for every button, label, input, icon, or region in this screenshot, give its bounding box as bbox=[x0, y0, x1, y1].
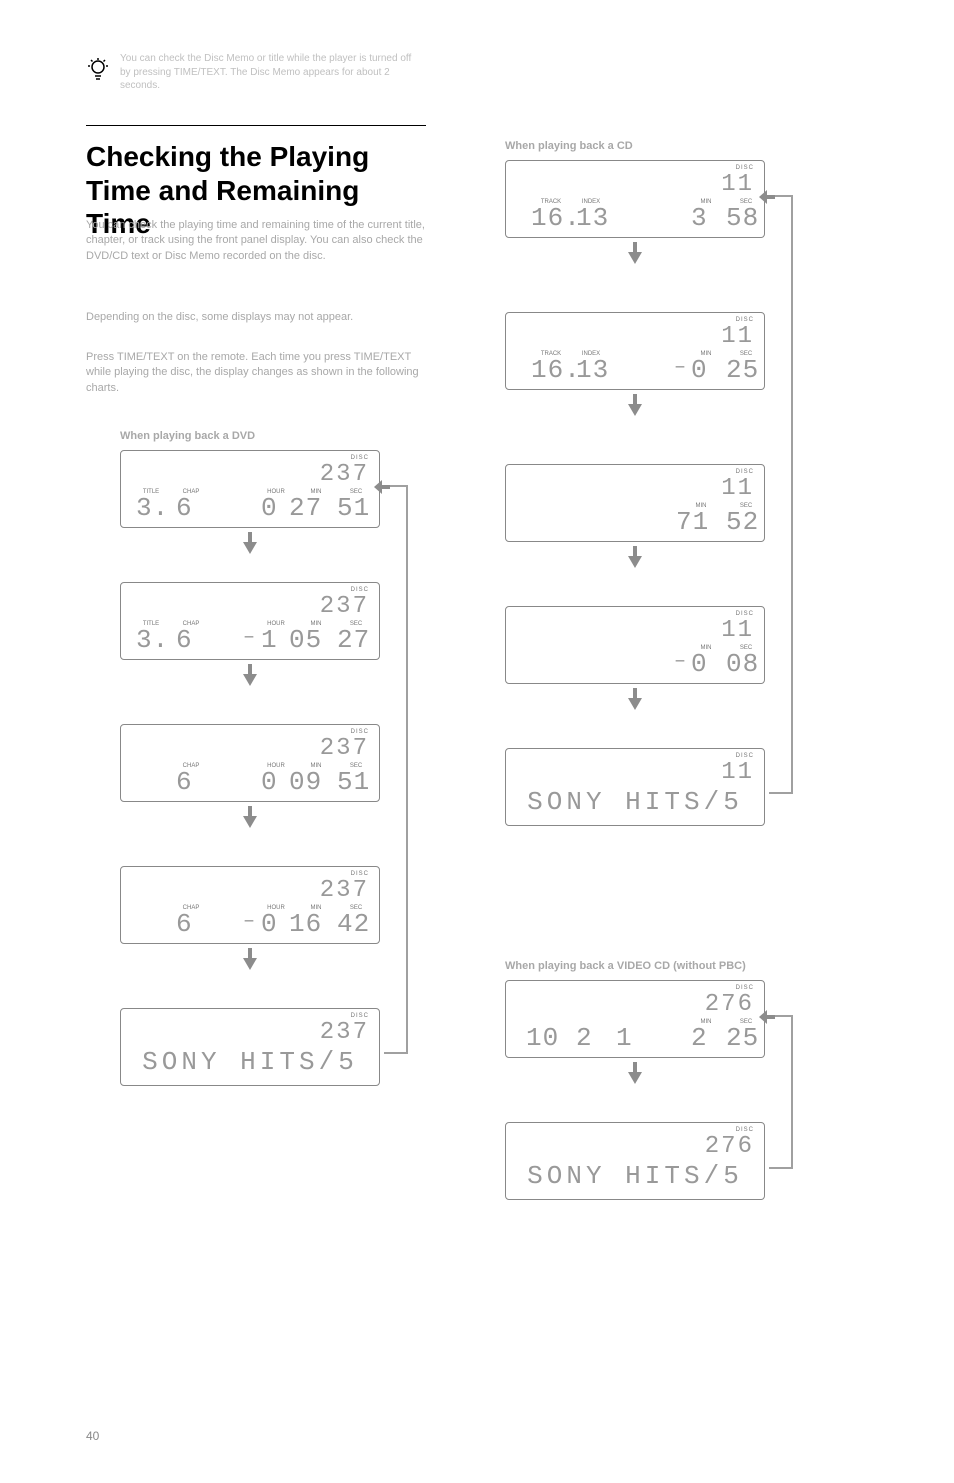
value-min: 71 bbox=[676, 507, 709, 537]
disc-number: 11 bbox=[721, 171, 754, 198]
value-track: 16. bbox=[531, 355, 581, 385]
value-min: 16 bbox=[289, 909, 322, 939]
disc-number: 276 bbox=[705, 1133, 754, 1160]
value-chap: 6 bbox=[176, 493, 193, 523]
disc-number: 237 bbox=[320, 735, 369, 762]
value-sec: 08 bbox=[726, 649, 759, 679]
disc-number: 237 bbox=[320, 461, 369, 488]
left-arrow-icon bbox=[374, 479, 390, 500]
value-sec: 58 bbox=[726, 203, 759, 233]
tip-lightbulb-icon bbox=[86, 56, 110, 85]
value-min: 0 bbox=[691, 355, 708, 385]
value-hour: 0 bbox=[261, 493, 278, 523]
disc-number: 276 bbox=[705, 991, 754, 1018]
minus-sign: – bbox=[674, 356, 686, 379]
value-min: 09 bbox=[289, 767, 322, 797]
disc-number: 11 bbox=[721, 475, 754, 502]
value-1: 10 bbox=[526, 1023, 559, 1053]
value-min: 0 bbox=[691, 649, 708, 679]
disc-number: 11 bbox=[721, 617, 754, 644]
value-index: 13 bbox=[576, 355, 609, 385]
down-arrow-icon bbox=[625, 242, 645, 269]
value-hour: 1 bbox=[261, 625, 278, 655]
dvd-lcd-5: DISC 237 SONY HITS/5 bbox=[120, 1008, 380, 1086]
disc-number: 237 bbox=[320, 877, 369, 904]
value-min: 05 bbox=[289, 625, 322, 655]
value-sec: 51 bbox=[337, 493, 370, 523]
disc-number: 237 bbox=[320, 593, 369, 620]
page-number: 40 bbox=[86, 1429, 99, 1443]
value-hour: 0 bbox=[261, 909, 278, 939]
value-min: 3 bbox=[691, 203, 708, 233]
dvd-lcd-3: DISC 237 CHAP HOUR MIN SEC 6 0 09 51 bbox=[120, 724, 380, 802]
down-arrow-icon bbox=[625, 688, 645, 715]
down-arrow-icon bbox=[240, 806, 260, 833]
paragraph-2: Depending on the disc, some displays may… bbox=[86, 310, 426, 325]
dvd-lcd-4: DISC 237 CHAP HOUR MIN SEC 6 – 0 16 42 bbox=[120, 866, 380, 944]
value-index: 13 bbox=[576, 203, 609, 233]
left-arrow-icon bbox=[759, 189, 775, 210]
vcd-subheading: When playing back a VIDEO CD (without PB… bbox=[505, 960, 746, 972]
value-sec: 27 bbox=[337, 625, 370, 655]
value-hour: 0 bbox=[261, 767, 278, 797]
lcd-text: SONY HITS/5 bbox=[506, 1161, 764, 1191]
left-arrow-icon bbox=[759, 1009, 775, 1030]
lcd-text: SONY HITS/5 bbox=[506, 787, 764, 817]
vcd-lcd-2: DISC 276 SONY HITS/5 bbox=[505, 1122, 765, 1200]
cd-lcd-4: DISC 11 MIN SEC – 0 08 bbox=[505, 606, 765, 684]
cd-lcd-1: DISC 11 TRACK INDEX MIN SEC 16. 13 3 58 bbox=[505, 160, 765, 238]
down-arrow-icon bbox=[240, 532, 260, 559]
minus-sign: – bbox=[674, 650, 686, 673]
value-sec: 25 bbox=[726, 355, 759, 385]
value-min: 27 bbox=[289, 493, 322, 523]
loop-line bbox=[384, 485, 408, 1054]
down-arrow-icon bbox=[625, 394, 645, 421]
down-arrow-icon bbox=[625, 1062, 645, 1089]
value-chap: 6 bbox=[176, 909, 193, 939]
section-rule bbox=[86, 125, 426, 126]
value-sec: 42 bbox=[337, 909, 370, 939]
disc-number: 11 bbox=[721, 323, 754, 350]
cd-subheading: When playing back a CD bbox=[505, 140, 633, 152]
value-chap: 6 bbox=[176, 767, 193, 797]
dvd-subheading: When playing back a DVD bbox=[120, 430, 255, 442]
dvd-lcd-1: DISC 237 TITLE CHAP HOUR MIN SEC 3. 6 0 … bbox=[120, 450, 380, 528]
value-track: 16. bbox=[531, 203, 581, 233]
paragraph-3: Press TIME/TEXT on the remote. Each time… bbox=[86, 350, 426, 396]
value-sec: 52 bbox=[726, 507, 759, 537]
minus-sign: – bbox=[243, 910, 255, 933]
value-3: 1 bbox=[616, 1023, 633, 1053]
value-2: 2 bbox=[576, 1023, 593, 1053]
loop-line bbox=[769, 1015, 793, 1169]
value-chap: 6 bbox=[176, 625, 193, 655]
dvd-lcd-2: DISC 237 TITLE CHAP HOUR MIN SEC 3. 6 – … bbox=[120, 582, 380, 660]
vcd-lcd-1: DISC 276 MIN SEC 10 2 1 2 25 bbox=[505, 980, 765, 1058]
disc-number: 237 bbox=[320, 1019, 369, 1046]
value-title: 3. bbox=[136, 625, 169, 655]
value-sec: 25 bbox=[726, 1023, 759, 1053]
down-arrow-icon bbox=[240, 664, 260, 691]
value-min: 2 bbox=[691, 1023, 708, 1053]
minus-sign: – bbox=[243, 626, 255, 649]
down-arrow-icon bbox=[625, 546, 645, 573]
cd-lcd-3: DISC 11 MIN SEC 71 52 bbox=[505, 464, 765, 542]
cd-lcd-2: DISC 11 TRACK INDEX MIN SEC 16. 13 – 0 2… bbox=[505, 312, 765, 390]
value-sec: 51 bbox=[337, 767, 370, 797]
disc-number: 11 bbox=[721, 759, 754, 786]
cd-lcd-5: DISC 11 SONY HITS/5 bbox=[505, 748, 765, 826]
tip-text: You can check the Disc Memo or title whi… bbox=[120, 52, 420, 93]
loop-line bbox=[769, 195, 793, 794]
paragraph-1: You can check the playing time and remai… bbox=[86, 218, 426, 264]
down-arrow-icon bbox=[240, 948, 260, 975]
value-title: 3. bbox=[136, 493, 169, 523]
lcd-text: SONY HITS/5 bbox=[121, 1047, 379, 1077]
